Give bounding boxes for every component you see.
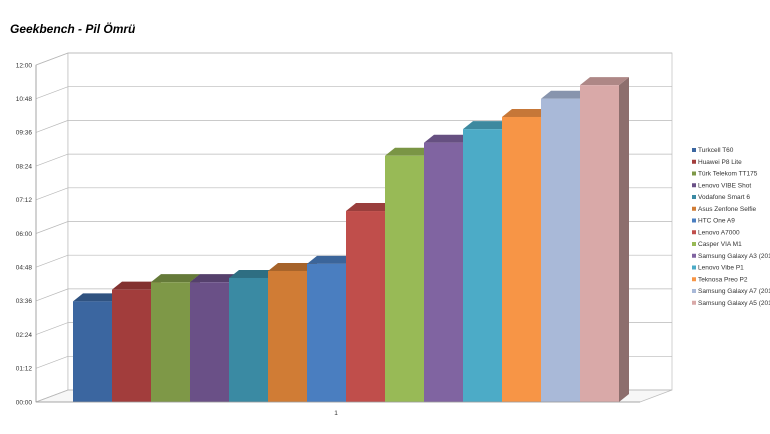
bar-front <box>112 289 151 402</box>
legend-swatch <box>692 265 696 270</box>
legend-label: Samsung Galaxy A3 (2016) <box>698 253 770 260</box>
legend-label: Samsung Galaxy A5 (2016) <box>698 300 770 307</box>
y-tick-label: 12:00 <box>16 62 33 69</box>
legend-label: Türk Telekom TT175 <box>698 171 758 178</box>
gridline <box>35 120 672 133</box>
y-tick-label: 07:12 <box>16 197 33 204</box>
legend-label: Lenovo VIBE Shot <box>698 182 751 189</box>
bar-top <box>307 255 356 264</box>
legend-swatch <box>692 289 696 293</box>
bar-top <box>346 203 395 212</box>
legend-swatch <box>692 206 696 211</box>
gridline <box>35 86 672 100</box>
legend-label: Teknosa Preo P2 <box>698 276 748 283</box>
y-tick-label: 02:24 <box>16 332 33 339</box>
legend-swatch <box>692 218 696 223</box>
legend-swatch <box>692 230 696 235</box>
bar-front <box>424 142 463 403</box>
legend-swatch <box>692 183 696 188</box>
legend-label: Vodafone Smart 6 <box>698 194 750 201</box>
bar-front <box>580 85 619 402</box>
y-tick-label: 03:36 <box>16 298 33 305</box>
bar-top <box>424 134 473 143</box>
bar-top <box>190 274 239 283</box>
legend-label: Lenovo Vibe P1 <box>698 265 744 272</box>
legend-label: Samsung Galaxy A7 (2016) <box>698 288 770 295</box>
bar-front <box>307 263 346 402</box>
legend-swatch <box>692 195 696 199</box>
gridline <box>35 52 672 66</box>
bar-front <box>502 116 541 403</box>
y-tick-label: 04:48 <box>16 265 33 272</box>
legend-swatch <box>692 159 696 164</box>
legend-swatch <box>692 253 696 258</box>
bar-top <box>502 108 551 117</box>
bar-front <box>151 282 190 402</box>
legend-label: HTC One A9 <box>698 218 735 225</box>
chart-title: Geekbench - Pil Ömrü <box>10 22 136 36</box>
bar <box>112 281 161 402</box>
bar-top <box>229 269 278 278</box>
legend-label: Casper VIA M1 <box>698 241 742 248</box>
y-tick-label: 09:36 <box>16 130 33 137</box>
bar-top <box>541 90 590 99</box>
y-tick-label: 10:48 <box>16 96 33 103</box>
bar-top <box>73 293 122 302</box>
legend-swatch <box>692 277 696 282</box>
bar-top <box>385 147 434 156</box>
legend-swatch <box>692 242 696 246</box>
bar-front <box>346 211 385 402</box>
bar-front <box>463 129 502 403</box>
x-tick-label: 1 <box>334 410 338 417</box>
legend-label: Turkcell T60 <box>698 147 734 154</box>
bar <box>580 77 629 402</box>
y-tick-label: 00:00 <box>16 399 33 406</box>
bar-top <box>151 274 200 283</box>
legend-swatch <box>692 300 696 305</box>
legend-label: Asus Zenfone Selfie <box>698 206 757 213</box>
y-tick-label: 08:24 <box>16 163 33 170</box>
bar-top <box>463 121 512 130</box>
legend-swatch <box>692 148 696 152</box>
bar-top <box>112 281 161 290</box>
bar-top <box>268 262 317 271</box>
legend-label: Lenovo A7000 <box>698 229 740 236</box>
bar-side <box>619 77 629 402</box>
bar-front <box>73 301 112 402</box>
bar-top <box>580 77 629 86</box>
bar-front <box>385 155 424 402</box>
y-tick-label: 01:12 <box>16 366 33 373</box>
bar-front <box>268 270 307 402</box>
legend-swatch <box>692 171 696 176</box>
legend-label: Huawei P8 Lite <box>698 159 742 166</box>
y-tick-label: 06:00 <box>16 231 33 238</box>
bar-front <box>229 277 268 402</box>
bar-front <box>190 282 229 402</box>
bar-front <box>541 98 580 402</box>
